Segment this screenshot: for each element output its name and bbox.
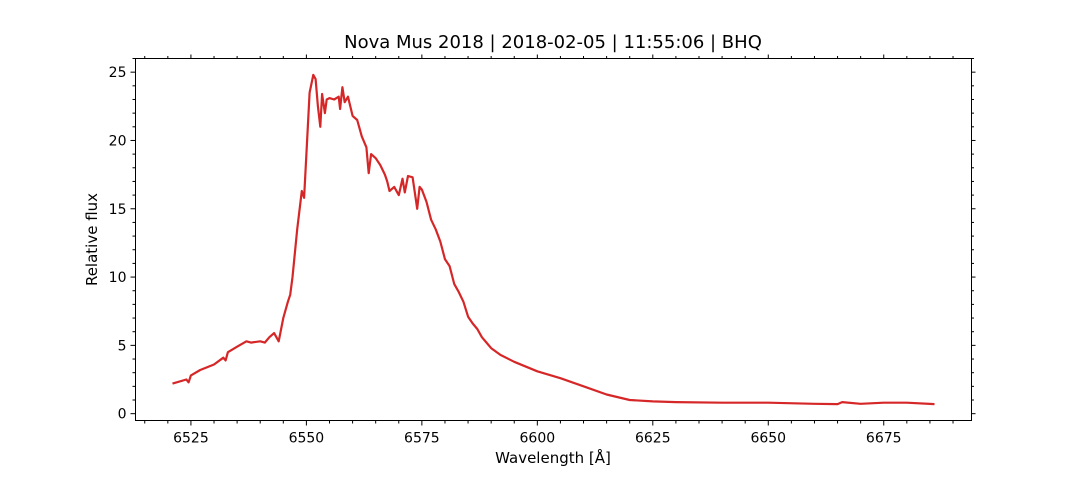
y-tick-label: 20 [109,133,127,149]
spectrum-line [172,73,935,406]
axes-frame [135,58,972,421]
chart-title: Nova Mus 2018 | 2018-02-05 | 11:55:06 | … [344,32,762,53]
y-axis-label: Relative flux [83,193,101,286]
x-tick-label: 6525 [173,431,209,447]
y-tick-label: 0 [118,407,127,423]
x-axis-label: Wavelength [Å] [495,448,611,467]
x-axis: 6525 6550 6575 6600 6625 6650 6675 [144,54,954,447]
plot-area [172,73,935,406]
y-tick-label: 15 [109,202,127,218]
x-tick-label: 6650 [750,431,786,447]
x-tick-label: 6575 [404,431,440,447]
y-tick-label: 10 [109,270,127,286]
x-tick-label: 6625 [635,431,671,447]
x-tick-label: 6600 [520,431,556,447]
x-tick-label: 6550 [289,431,325,447]
x-tick-label: 6675 [866,431,902,447]
y-tick-label: 25 [109,65,127,81]
y-tick-label: 5 [118,338,127,354]
